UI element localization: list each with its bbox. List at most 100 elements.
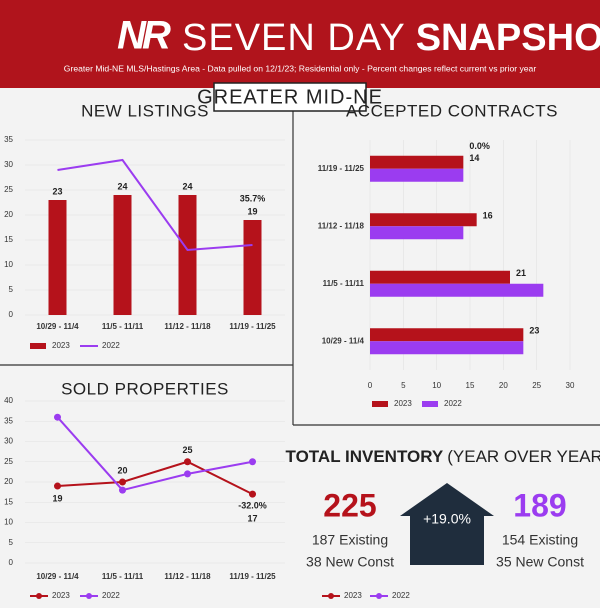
bar — [370, 226, 464, 240]
inventory-title-note: (YEAR OVER YEAR) — [447, 447, 600, 466]
chart-title: SOLD PROPERTIES — [61, 379, 229, 398]
region: GREATER MID-NE — [197, 86, 383, 108]
legend-label: 2023 — [394, 399, 412, 408]
x-tick-label: 11/19 - 11/25 — [229, 572, 276, 581]
x-tick-label: 11/5 - 11/11 — [102, 572, 144, 581]
inventory-title: TOTAL INVENTORY (YEAR OVER YEAR) — [286, 447, 600, 466]
y-tick-label: 10 — [4, 260, 13, 269]
bar — [113, 195, 132, 315]
y-tick-label: 10/29 - 11/4 — [322, 336, 365, 345]
data-label: 23 — [52, 186, 62, 196]
inventory-current-total: 225 — [323, 487, 376, 523]
line — [57, 158, 253, 252]
y-tick-label: 15 — [4, 497, 13, 506]
y-tick-label: 15 — [4, 235, 13, 244]
bar — [370, 270, 510, 284]
data-label: 16 — [483, 211, 493, 221]
legend-swatch — [36, 593, 42, 599]
logo: NR — [117, 14, 171, 58]
header-band — [0, 0, 600, 88]
inventory-current-new: 38 New Const — [306, 554, 394, 570]
data-label: 24 — [182, 181, 192, 191]
x-tick-label: 10 — [432, 381, 441, 390]
data-label: 20 — [117, 465, 127, 475]
inventory-prior-total: 189 — [513, 487, 566, 523]
x-tick-label: 10/29 - 11/4 — [36, 572, 79, 581]
data-label: 19 — [247, 206, 257, 216]
point — [184, 458, 191, 466]
data-label: 25 — [182, 445, 192, 455]
legend-swatch — [86, 593, 92, 599]
point — [54, 413, 61, 421]
y-tick-label: 35 — [4, 416, 13, 425]
y-tick-label: 0 — [9, 558, 14, 567]
legend-label: 2023 — [52, 341, 70, 350]
legend-swatch — [422, 401, 438, 407]
y-tick-label: 11/5 - 11/11 — [323, 279, 365, 288]
title-light: SEVEN DAY — [182, 17, 406, 59]
y-tick-label: 20 — [4, 210, 13, 219]
data-label: 24 — [117, 181, 127, 191]
line — [56, 416, 253, 492]
x-tick-label: 15 — [466, 381, 475, 390]
x-tick-label: 11/12 - 11/18 — [164, 322, 211, 331]
data-label: 19 — [52, 493, 62, 503]
x-tick-label: 20 — [499, 381, 508, 390]
y-tick-label: 20 — [4, 477, 13, 486]
legend-label: 2022 — [444, 399, 462, 408]
x-tick-label: 11/5 - 11/11 — [102, 322, 144, 331]
point — [119, 478, 126, 486]
y-tick-label: 10 — [4, 518, 13, 527]
point — [184, 470, 191, 478]
point — [249, 458, 256, 466]
annotation: -32.0% — [238, 501, 267, 511]
legend-label: 2022 — [102, 341, 120, 350]
header-title: SEVEN DAYSNAPSHOT — [182, 17, 600, 59]
y-tick-label: 30 — [4, 437, 13, 446]
data-label: 17 — [247, 514, 257, 524]
legend-label: 2022 — [392, 591, 410, 600]
bar — [243, 220, 262, 315]
inventory-prior-new: 35 New Const — [496, 554, 584, 570]
data-label: 14 — [469, 153, 479, 163]
data-label: 23 — [529, 326, 539, 336]
y-tick-label: 25 — [4, 185, 13, 194]
region-box — [213, 82, 367, 112]
house-icon — [400, 483, 494, 565]
annotation: 35.7% — [240, 193, 266, 203]
title-bold: SNAPSHOT — [416, 17, 600, 59]
y-tick-label: 25 — [4, 457, 13, 466]
legend-label: 2022 — [102, 591, 120, 600]
x-tick-label: 11/19 - 11/25 — [229, 322, 276, 331]
bar — [370, 341, 524, 355]
inventory-change: +19.0% — [423, 511, 471, 527]
x-tick-label: 30 — [566, 381, 575, 390]
chart-title: ACCEPTED CONTRACTS — [346, 101, 558, 120]
y-tick-label: 5 — [9, 285, 14, 294]
chart-title: NEW LISTINGS — [81, 101, 209, 120]
y-tick-label: 30 — [4, 160, 13, 169]
bar — [370, 328, 524, 342]
data-label: 21 — [516, 268, 526, 278]
bar — [370, 168, 464, 182]
bar — [370, 213, 477, 227]
legend-label: 2023 — [344, 591, 362, 600]
x-tick-label: 10/29 - 11/4 — [36, 322, 79, 331]
bar — [178, 195, 197, 315]
y-tick-label: 0 — [9, 310, 14, 319]
x-tick-label: 5 — [401, 381, 406, 390]
legend-swatch — [30, 343, 46, 349]
y-tick-label: 35 — [4, 135, 13, 144]
annotation: 0.0% — [469, 141, 490, 151]
point — [119, 486, 126, 494]
x-tick-label: 0 — [368, 381, 373, 390]
y-tick-label: 5 — [9, 538, 14, 547]
subtitle: Greater Mid-NE MLS/Hastings Area - Data … — [64, 63, 537, 73]
x-tick-label: 11/12 - 11/18 — [164, 572, 211, 581]
inventory-prior-existing: 154 Existing — [502, 532, 578, 548]
x-tick-label: 25 — [532, 381, 541, 390]
y-tick-label: 40 — [4, 396, 13, 405]
y-tick-label: 11/12 - 11/18 — [318, 221, 365, 230]
point — [54, 482, 61, 490]
